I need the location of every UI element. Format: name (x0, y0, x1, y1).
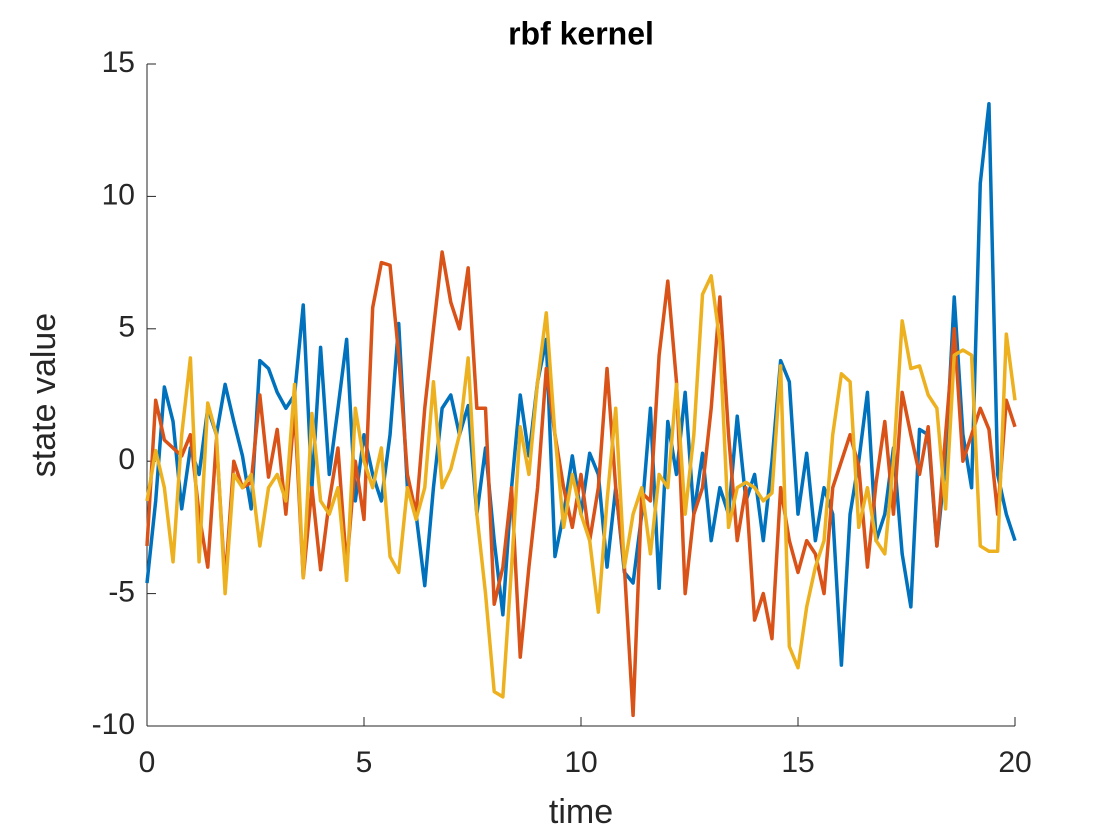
chart-title: rbf kernel (508, 15, 654, 51)
y-tick-label: 0 (118, 443, 135, 476)
y-tick-label: 5 (118, 311, 135, 344)
y-tick-label: 15 (102, 46, 135, 79)
series-line (145, 101, 1017, 667)
x-tick-label: 20 (998, 746, 1031, 779)
y-tick-label: -5 (108, 576, 135, 609)
x-tick-label: 5 (356, 746, 373, 779)
x-tick-label: 15 (781, 746, 814, 779)
y-axis-label: state value (25, 313, 63, 477)
y-tick-label: -10 (92, 708, 135, 741)
x-tick-label: 10 (564, 746, 597, 779)
series-line (145, 250, 1017, 718)
x-tick-label: 0 (139, 746, 156, 779)
x-axis-label: time (549, 793, 613, 831)
y-tick-label: 10 (102, 178, 135, 211)
series-line (145, 274, 1017, 699)
